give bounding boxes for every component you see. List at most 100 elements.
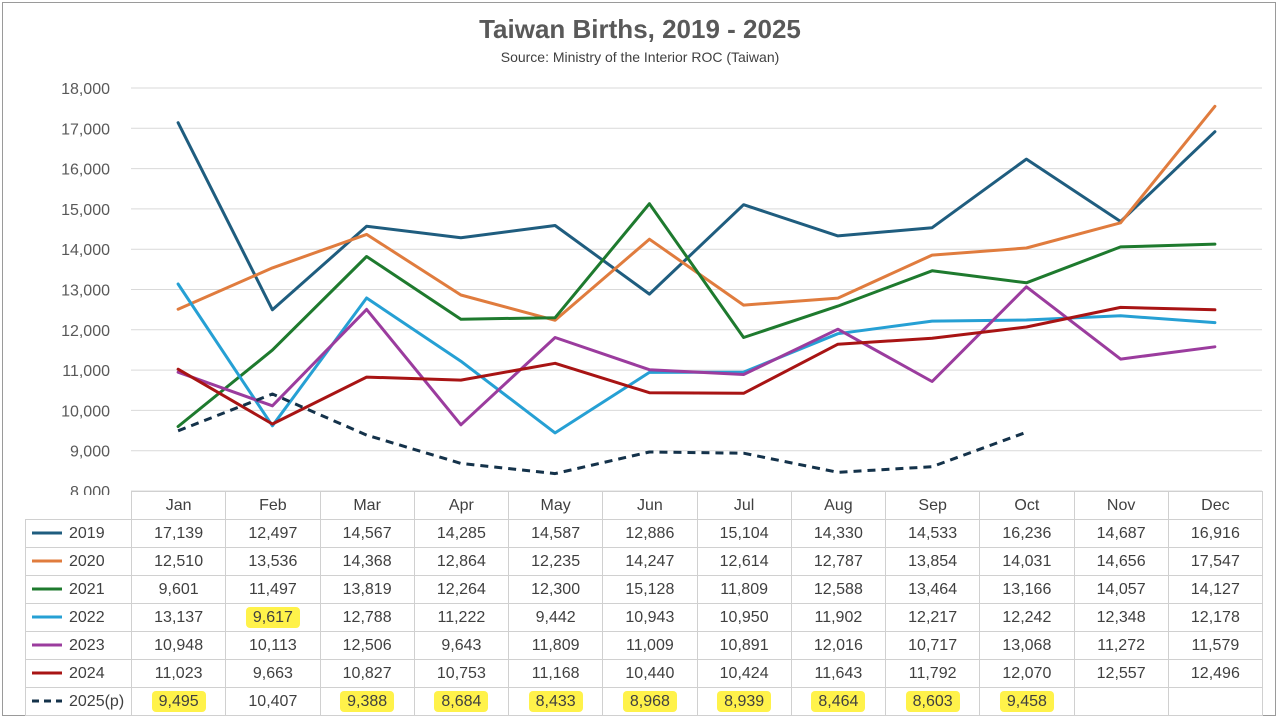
data-label-value: 8,464 [811,690,866,712]
data-label-value: 14,031 [1002,552,1052,570]
data-label-value: 12,348 [1096,608,1146,626]
data-label: 9,442 [507,603,604,632]
legend-label: 2020 [69,552,105,570]
data-label-value: 9,442 [535,608,576,626]
data-label: 13,536 [225,547,321,576]
data-label: 12,496 [1167,659,1264,688]
data-label [1073,687,1169,716]
data-label: 12,300 [507,575,604,604]
data-label: 9,617 [225,603,321,632]
data-label-value: 11,497 [249,580,297,598]
data-label-value: 14,656 [1096,552,1146,570]
data-label-value: 13,166 [1002,580,1052,598]
legend-entry: 2019 [25,519,132,548]
data-label-value: 11,792 [908,664,957,682]
legend-line-key [32,587,62,591]
data-label: 12,264 [413,575,510,604]
data-label: 8,464 [790,687,887,716]
data-label: 12,016 [790,631,887,660]
data-label: 13,068 [979,631,1075,660]
table-row: 2022 13,137 9,617 12,788 11,222 9,442 10,943 10… [25,603,1264,632]
series-line-2021 [176,202,1217,428]
data-label-value: 12,506 [342,636,392,654]
data-label: 12,242 [979,603,1075,632]
data-label-value: 9,663 [252,664,293,682]
data-label: 15,128 [602,575,698,604]
data-label-value: 11,168 [531,664,580,682]
data-label: 10,407 [225,687,321,716]
data-label: 15,104 [696,519,792,548]
table-row: 2023 10,948 10,113 12,506 9,643 11,809 11,009 1… [25,631,1264,660]
y-tick-label: 14,000 [61,242,110,259]
data-label: 14,587 [507,519,604,548]
data-label-value: 12,016 [813,636,863,654]
data-label [1167,687,1264,716]
x-tick-label: Feb [225,491,321,520]
data-label-value: 10,891 [719,636,769,654]
data-label: 10,424 [696,659,792,688]
data-label: 12,788 [319,603,415,632]
x-tick-label: Nov [1073,491,1169,520]
legend-entry: 2024 [25,659,132,688]
data-label: 14,330 [790,519,887,548]
x-tick-label: Jun [602,491,698,520]
chart-subtitle: Source: Ministry of the Interior ROC (Ta… [500,49,780,65]
y-tick-label: 11,000 [62,363,110,380]
data-label: 12,506 [319,631,415,660]
data-label: 8,603 [884,687,981,716]
data-label: 12,864 [413,547,510,576]
data-label-value: 14,368 [342,552,392,570]
data-label-value: 9,495 [151,690,206,712]
data-label-value: 10,943 [625,608,675,626]
data-label: 11,168 [507,659,604,688]
data-label: 13,819 [319,575,415,604]
data-label-value: 12,496 [1190,664,1240,682]
data-label: 10,948 [130,631,227,660]
data-label-value: 10,753 [436,664,486,682]
legend-line-key [32,531,62,535]
data-label-value: 9,643 [441,636,482,654]
legend-entry: 2022 [25,603,132,632]
data-label: 14,031 [979,547,1075,576]
table-header-row: Jan Feb Mar Apr May Jun Jul Aug Sep Oct Nov Dec [25,491,1264,520]
data-label: 14,127 [1167,575,1264,604]
data-label: 16,916 [1167,519,1264,548]
legend-line-key [32,643,62,647]
data-label-value: 13,819 [342,580,392,598]
data-label: 12,178 [1167,603,1264,632]
data-label-value: 8,968 [622,690,677,712]
data-label: 9,495 [130,687,227,716]
table-row: 2025(p) 9,495 10,407 9,388 8,684 8,433 8,968 8,… [25,687,1264,716]
data-label-value: 14,247 [625,552,675,570]
data-label-value: 12,070 [1002,664,1052,682]
x-tick-label: Jan [130,491,227,520]
data-label: 12,217 [884,603,981,632]
legend-entry: 2025(p) [25,687,132,716]
data-label: 10,891 [696,631,792,660]
data-label: 11,579 [1167,631,1264,660]
legend-line-key [32,671,62,675]
data-label: 14,368 [319,547,415,576]
data-label-value: 11,809 [531,636,580,654]
data-table: Jan Feb Mar Apr May Jun Jul Aug Sep Oct Nov Dec 2019… [25,491,1264,716]
data-label: 12,070 [979,659,1075,688]
chart-title: Taiwan Births, 2019 - 2025 [479,14,801,44]
data-label-value: 9,458 [999,690,1054,712]
data-label-value: 12,510 [154,552,204,570]
data-label-value: 16,236 [1002,524,1052,542]
data-label-value: 13,464 [908,580,958,598]
data-label: 12,557 [1073,659,1169,688]
x-tick-label: Dec [1167,491,1264,520]
data-label: 10,827 [319,659,415,688]
data-label-value: 9,601 [158,580,199,598]
data-label-value: 10,827 [342,664,392,682]
data-label-value: 8,433 [528,690,583,712]
legend-entry: 2021 [25,575,132,604]
data-label: 13,166 [979,575,1075,604]
data-label-value: 12,217 [908,608,958,626]
data-label: 11,792 [884,659,981,688]
data-label: 14,656 [1073,547,1169,576]
data-label-value: 8,603 [905,690,960,712]
data-label-value: 9,388 [340,690,395,712]
